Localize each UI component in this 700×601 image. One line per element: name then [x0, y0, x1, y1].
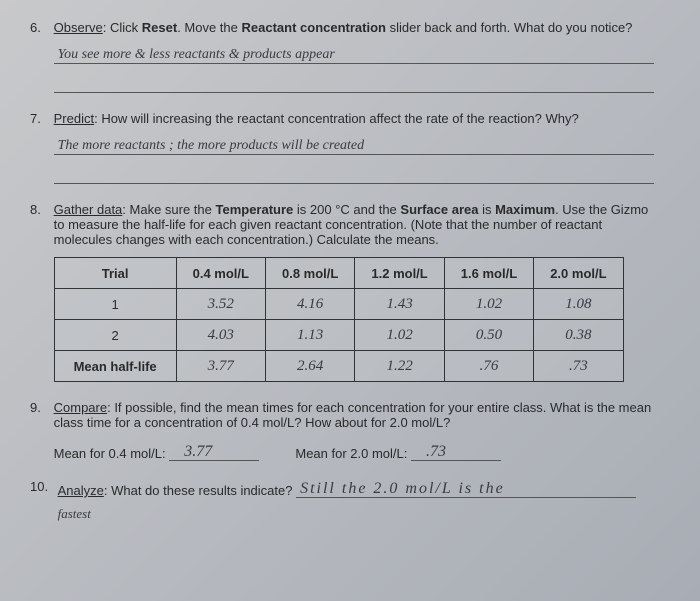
th-trial: Trial — [54, 258, 176, 289]
th-08: 0.8 mol/L — [265, 258, 354, 289]
q9-body: Compare: If possible, find the mean time… — [54, 400, 654, 461]
q10-answer-blank: Still the 2.0 mol/L is the — [296, 479, 636, 498]
r1-label: 1 — [54, 289, 176, 320]
m2: 2.64 — [265, 351, 354, 382]
r2c2: 1.13 — [265, 320, 354, 351]
q8-b3: Maximum — [495, 202, 555, 217]
q8-t2: is 200 °C and the — [293, 202, 400, 217]
q8-body: Gather data: Make sure the Temperature i… — [54, 202, 654, 382]
q6-answer-line-1: You see more & less reactants & products… — [54, 41, 654, 64]
q8-label: Gather data — [54, 202, 123, 217]
r2c5: 0.38 — [534, 320, 623, 351]
m3: 1.22 — [355, 351, 444, 382]
q7-number: 7. — [30, 111, 50, 126]
q9-text: : If possible, find the mean times for e… — [54, 400, 652, 430]
m5: .73 — [534, 351, 623, 382]
th-04: 0.4 mol/L — [176, 258, 265, 289]
q6-number: 6. — [30, 20, 50, 35]
table-header-row: Trial 0.4 mol/L 0.8 mol/L 1.2 mol/L 1.6 … — [54, 258, 623, 289]
r1c1: 3.52 — [176, 289, 265, 320]
q10-answer2: fastest — [58, 506, 91, 521]
q7-label: Predict — [54, 111, 94, 126]
q6-b1: Reset — [142, 20, 177, 35]
q6-t2: . Move the — [177, 20, 241, 35]
r2c3: 1.02 — [355, 320, 444, 351]
q10-answer: Still the 2.0 mol/L is the — [300, 480, 505, 498]
m1: 3.77 — [176, 351, 265, 382]
mean04-label: Mean for 0.4 mol/L: — [54, 446, 166, 461]
r2-label: 2 — [54, 320, 176, 351]
question-10: 10. Analyze: What do these results indic… — [30, 479, 670, 522]
table-row-mean: Mean half-life 3.77 2.64 1.22 .76 .73 — [54, 351, 623, 382]
q10-number: 10. — [30, 479, 54, 494]
r1c2: 4.16 — [265, 289, 354, 320]
question-6: 6. Observe: Click Reset. Move the Reacta… — [30, 20, 670, 93]
q6-b2: Reactant concentration — [242, 20, 386, 35]
q7-body: Predict: How will increasing the reactan… — [54, 111, 654, 184]
mean04-val: 3.77 — [184, 443, 212, 461]
table-row-2: 2 4.03 1.13 1.02 0.50 0.38 — [54, 320, 623, 351]
q7-text: : How will increasing the reactant conce… — [94, 111, 579, 126]
q10-body: Analyze: What do these results indicate?… — [58, 479, 654, 522]
q8-number: 8. — [30, 202, 50, 217]
mean20-blank: .73 — [411, 442, 501, 461]
q6-label: Observe — [54, 20, 103, 35]
question-7: 7. Predict: How will increasing the reac… — [30, 111, 670, 184]
mean-label: Mean half-life — [54, 351, 176, 382]
q9-number: 9. — [30, 400, 50, 415]
mean04-blank: 3.77 — [169, 442, 259, 461]
q9-label: Compare — [54, 400, 107, 415]
r1c3: 1.43 — [355, 289, 444, 320]
q6-body: Observe: Click Reset. Move the Reactant … — [54, 20, 654, 93]
q6-answer: You see more & less reactants & products… — [58, 47, 335, 63]
q8-b1: Temperature — [216, 202, 294, 217]
th-16: 1.6 mol/L — [444, 258, 533, 289]
mean-row: Mean for 0.4 mol/L: 3.77 Mean for 2.0 mo… — [54, 442, 654, 461]
q10-label: Analyze — [58, 483, 104, 498]
q8-b2: Surface area — [400, 202, 478, 217]
r2c4: 0.50 — [444, 320, 533, 351]
mean20-val: .73 — [426, 443, 446, 461]
q10-answer2-line: fastest — [58, 506, 654, 522]
table-row-1: 1 3.52 4.16 1.43 1.02 1.08 — [54, 289, 623, 320]
q6-t1: : Click — [103, 20, 142, 35]
r1c4: 1.02 — [444, 289, 533, 320]
r1c5: 1.08 — [534, 289, 623, 320]
q10-text: : What do these results indicate? — [104, 483, 296, 498]
q7-answer-line-1: The more reactants ; the more products w… — [54, 132, 654, 155]
mean20-label: Mean for 2.0 mol/L: — [295, 446, 407, 461]
q6-t3: slider back and forth. What do you notic… — [386, 20, 632, 35]
q8-t1: : Make sure the — [122, 202, 215, 217]
question-8: 8. Gather data: Make sure the Temperatur… — [30, 202, 670, 382]
m4: .76 — [444, 351, 533, 382]
q8-t3: is — [478, 202, 495, 217]
q7-answer: The more reactants ; the more products w… — [58, 138, 365, 154]
th-20: 2.0 mol/L — [534, 258, 623, 289]
question-9: 9. Compare: If possible, find the mean t… — [30, 400, 670, 461]
q6-answer-line-2 — [54, 70, 654, 93]
data-table: Trial 0.4 mol/L 0.8 mol/L 1.2 mol/L 1.6 … — [54, 257, 624, 382]
r2c1: 4.03 — [176, 320, 265, 351]
q7-answer-line-2 — [54, 161, 654, 184]
th-12: 1.2 mol/L — [355, 258, 444, 289]
